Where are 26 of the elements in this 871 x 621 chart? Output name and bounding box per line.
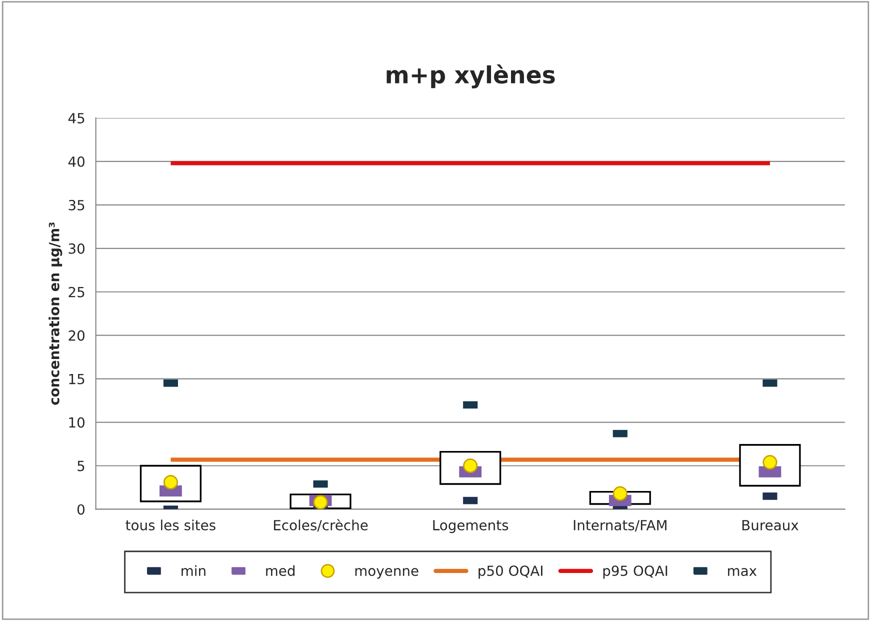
legend-label: moyenne (355, 568, 418, 579)
y-tick-label: 20 (68, 330, 84, 341)
legend-label: p95 OQAI (603, 566, 668, 579)
x-tick-label: Ecoles/crèche (274, 519, 368, 532)
y-tick-label: 45 (68, 113, 84, 124)
point (313, 494, 328, 510)
y-tick-label: 10 (69, 417, 84, 428)
point (612, 486, 628, 501)
x-tick-label: Bureaux (742, 520, 798, 530)
legend-label: min (182, 565, 206, 576)
point (163, 474, 178, 490)
y-tick-label: 35 (68, 200, 84, 210)
y-tick-label: 5 (78, 460, 84, 472)
x-tick-label: tous les sites (126, 520, 216, 530)
y-tick-label: 15 (69, 374, 84, 384)
legend-label: p50 OQAI (478, 566, 542, 579)
y-tick-label: 40 (68, 156, 84, 167)
legend-label: med (266, 565, 295, 576)
x-tick-label: Internats/FAM (574, 520, 666, 532)
legend-label: max (728, 568, 757, 576)
y-tick-label: 0 (77, 504, 84, 515)
y-tick-label: 25 (68, 286, 84, 298)
y-axis-title: concentration en µg/m³ (48, 222, 62, 405)
y-tick-label: 30 (68, 243, 84, 254)
x-tick-label: Logements (433, 520, 508, 534)
chart-title: m+p xylènes (386, 64, 555, 88)
